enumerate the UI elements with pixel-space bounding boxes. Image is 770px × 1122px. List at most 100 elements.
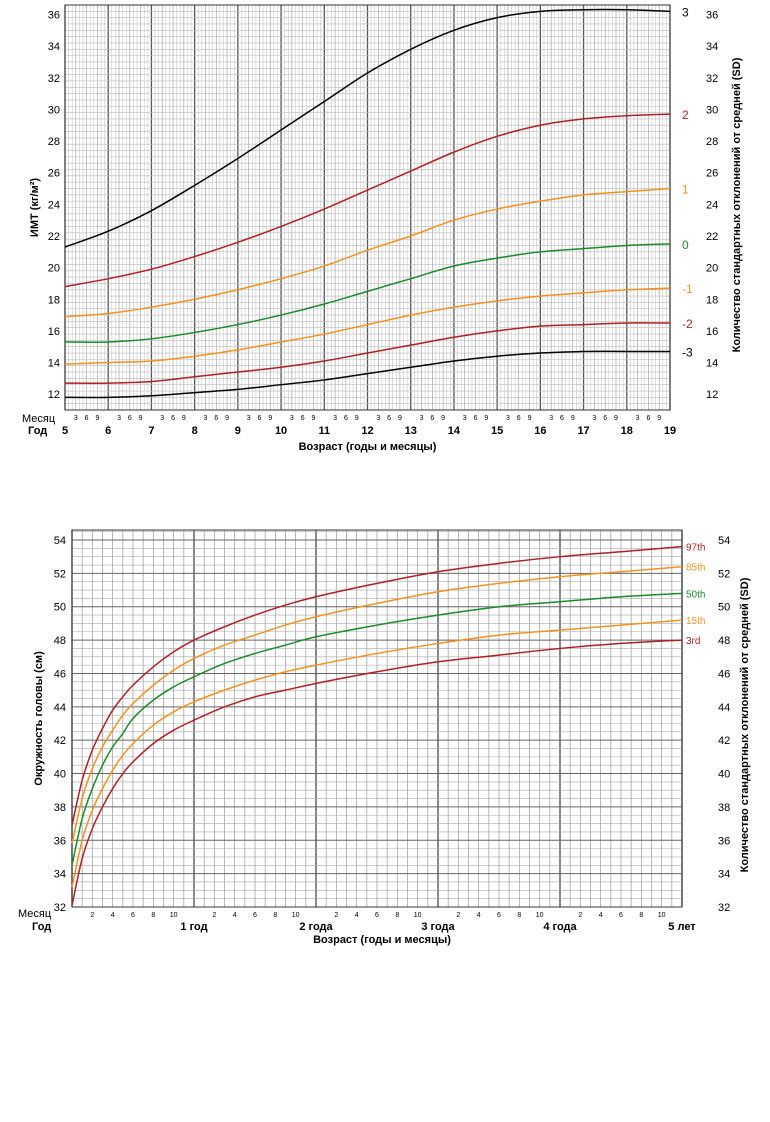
bmi-month-tick: 9: [95, 415, 99, 422]
bmi-series-line: [64, 113, 671, 288]
hc-month-tick: 2: [456, 912, 460, 919]
hc-y-axis-label: Окружность головы (см): [33, 651, 45, 786]
bmi-y-tick-right: 16: [706, 326, 718, 338]
hc-series-label: 15th: [686, 616, 705, 627]
hc-month-tick: 8: [639, 912, 643, 919]
bmi-y-axis-label-right: Количество стандартных отклонений от сре…: [731, 57, 743, 352]
hc-series-line: [71, 565, 683, 844]
bmi-x-tick: 15: [491, 425, 503, 437]
bmi-month-tick: 9: [268, 415, 272, 422]
bmi-y-tick-left: 28: [48, 136, 60, 148]
hc-y-tick-right: 48: [718, 635, 730, 647]
hc-month-tick: 4: [477, 912, 481, 919]
hc-month-tick: 4: [355, 912, 359, 919]
bmi-x-tick: 14: [448, 425, 461, 437]
bmi-x-tick: 10: [275, 425, 287, 437]
bmi-month-tick: 6: [560, 415, 564, 422]
hc-y-tick-left: 50: [54, 602, 66, 614]
hc-y-tick-right: 40: [718, 769, 730, 781]
hc-y-tick-left: 44: [54, 702, 66, 714]
bmi-y-tick-left: 36: [48, 9, 60, 21]
bmi-month-tick: 6: [128, 415, 132, 422]
bmi-x-tick: 18: [621, 425, 633, 437]
hc-y-tick-left: 34: [54, 869, 66, 881]
bmi-series-label: 3: [682, 5, 689, 19]
bmi-month-tick: 3: [636, 415, 640, 422]
bmi-series-line: [64, 350, 670, 399]
bmi-month-tick: 6: [603, 415, 607, 422]
hc-y-tick-right: 54: [718, 535, 730, 547]
bmi-y-tick-left: 16: [48, 326, 60, 338]
bmi-x-tick: 6: [105, 425, 111, 437]
bmi-month-tick: 3: [463, 415, 467, 422]
hc-month-tick: 8: [395, 912, 399, 919]
bmi-month-tick: 6: [517, 415, 521, 422]
hc-x-tick: 3 года: [421, 921, 455, 933]
bmi-month-tick: 6: [387, 415, 391, 422]
hc-y-tick-left: 42: [54, 735, 66, 747]
bmi-month-tick: 3: [549, 415, 553, 422]
hc-y-tick-left: 32: [54, 902, 66, 914]
bmi-x-tick: 8: [192, 425, 198, 437]
bmi-x-tick: 16: [534, 425, 546, 437]
hc-x-ticks: 1 год 2 года 3 года 4 года 5 лет: [180, 921, 696, 933]
bmi-month-tick: 9: [225, 415, 229, 422]
hc-y-tick-right: 52: [718, 568, 730, 580]
bmi-y-tick-left: 12: [48, 389, 60, 401]
hc-y-tick-left: 36: [54, 835, 66, 847]
hc-y-tick-right: 34: [718, 869, 730, 881]
bmi-x-tick: 13: [405, 425, 417, 437]
hc-month-ticks: 2 4 6 8 10 2 4 6 8 10 2 4 6 8 10 2 4 6 8 10 2 4 6 8 10: [90, 912, 665, 919]
bmi-series-label: 2: [682, 108, 689, 122]
hc-month-tick: 10: [658, 912, 666, 919]
bmi-month-tick: 6: [214, 415, 218, 422]
bmi-y-tick-right: 18: [706, 294, 718, 306]
hc-month-tick: 8: [273, 912, 277, 919]
bmi-month-tick: 6: [85, 415, 89, 422]
bmi-series: 3 2 1 0 -1 -2 -3: [64, 5, 693, 399]
bmi-y-axis-label: ИМТ (кг/м²): [29, 178, 41, 237]
bmi-series-line: [64, 322, 671, 384]
bmi-month-tick: 6: [344, 415, 348, 422]
bmi-month-tick: 9: [528, 415, 532, 422]
bmi-y-tick-right: 28: [706, 136, 718, 148]
bmi-month-tick: 6: [430, 415, 434, 422]
bmi-y-tick-left: 32: [48, 73, 60, 85]
hc-month-row-label: Месяц: [18, 908, 52, 920]
hc-month-tick: 4: [599, 912, 603, 919]
hc-x-axis-label: Возраст (годы и месяцы): [313, 934, 451, 946]
bmi-x-tick: 19: [664, 425, 676, 437]
bmi-x-axis-label: Возраст (годы и месяцы): [299, 441, 437, 453]
bmi-month-row-label: Месяц: [22, 413, 56, 425]
hc-grid: [71, 529, 683, 908]
hc-y-tick-left: 46: [54, 668, 66, 680]
hc-month-tick: 4: [111, 912, 115, 919]
hc-y-ticks: 32 32 34 34 36 36 38 38 40 40 42 42 44 44 46 46 48 48 50 50…: [54, 535, 731, 914]
bmi-year-row-label: Год: [28, 425, 47, 437]
bmi-y-tick-right: 26: [706, 168, 718, 180]
bmi-x-tick: 5: [62, 425, 68, 437]
bmi-y-tick-right: 22: [706, 231, 718, 243]
bmi-month-tick: 3: [160, 415, 164, 422]
hc-y-tick-right: 38: [718, 802, 730, 814]
hc-y-tick-left: 54: [54, 535, 66, 547]
bmi-y-tick-left: 30: [48, 104, 60, 116]
bmi-series-label: -2: [682, 317, 693, 331]
bmi-series-line: [64, 287, 671, 365]
hc-series: 97th 85th 50th 15th 3rd: [71, 543, 705, 906]
bmi-y-tick-left: 26: [48, 168, 60, 180]
hc-y-tick-right: 50: [718, 602, 730, 614]
hc-month-tick: 4: [233, 912, 237, 919]
bmi-month-tick: 9: [441, 415, 445, 422]
hc-month-tick: 2: [578, 912, 582, 919]
bmi-y-tick-left: 22: [48, 231, 60, 243]
bmi-grid: [64, 4, 671, 411]
bmi-month-tick: 3: [420, 415, 424, 422]
bmi-x-tick: 9: [235, 425, 241, 437]
bmi-month-tick: 9: [614, 415, 618, 422]
bmi-month-tick: 6: [646, 415, 650, 422]
hc-month-tick: 6: [619, 912, 623, 919]
bmi-series-line: [64, 243, 671, 343]
